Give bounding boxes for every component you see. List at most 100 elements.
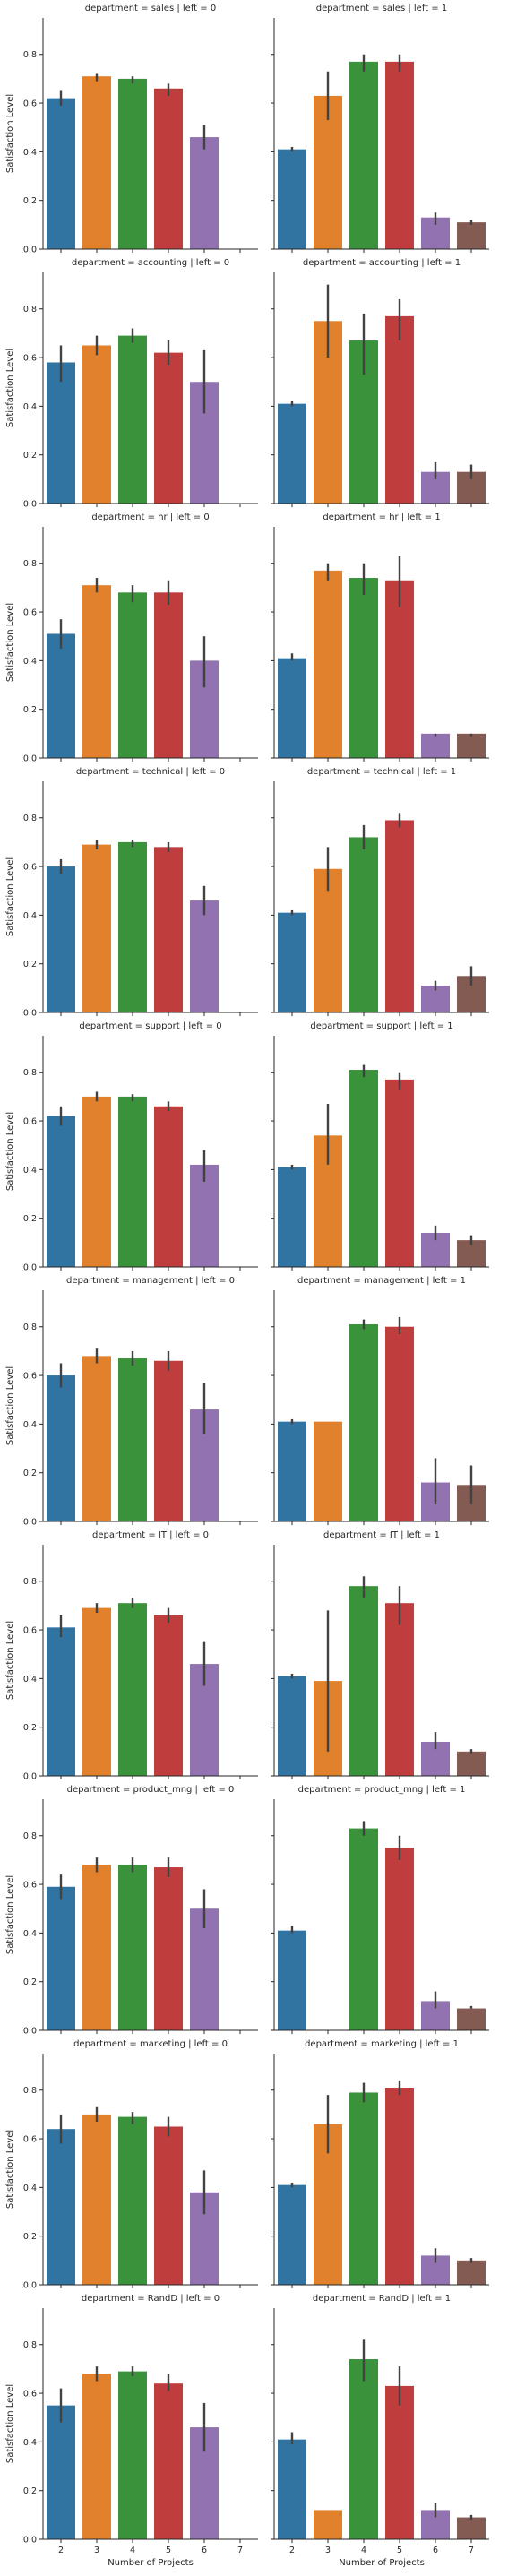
bar-2 <box>47 866 75 1012</box>
bar-6 <box>190 137 219 249</box>
facet-panel: department = technical | left = 1 <box>271 767 489 1016</box>
facet-panel: department = product_mng | left = 1 <box>271 1785 489 2034</box>
bar-3 <box>82 1607 111 1776</box>
bar-3 <box>314 868 342 1012</box>
bar-5 <box>385 1079 414 1267</box>
bar-5 <box>154 88 183 249</box>
facet-panel: department = marketing | left = 1 <box>271 2039 489 2288</box>
bar-2 <box>47 1116 75 1267</box>
bar-5 <box>154 1867 183 2030</box>
bar-3 <box>82 2114 111 2285</box>
bar-4 <box>118 1358 147 1521</box>
y-tick-label: 0.2 <box>23 2232 37 2242</box>
y-tick-label: 0.8 <box>23 305 37 314</box>
y-tick-label: 0.4 <box>23 1929 37 1939</box>
bar-7 <box>457 733 486 758</box>
facet-panel: department = technical | left = 0 0.0 0.2 0… <box>5 767 258 1019</box>
y-axis-label: Satisfaction Level <box>5 94 15 173</box>
bar-5 <box>154 1360 183 1521</box>
bar-3 <box>82 844 111 1012</box>
bar-2 <box>278 658 306 758</box>
y-tick-label: 0.6 <box>23 1881 37 1891</box>
panel-title: department = support | left = 0 <box>79 1021 221 1031</box>
y-tick-label: 0.8 <box>23 559 37 569</box>
y-tick-label: 0.0 <box>23 2281 37 2291</box>
bar-5 <box>385 2088 414 2285</box>
bar-3 <box>314 570 342 758</box>
bar-3 <box>314 95 342 249</box>
y-tick-label: 0.2 <box>23 960 37 969</box>
y-tick-label: 0.6 <box>23 354 37 364</box>
y-tick-label: 0.6 <box>23 2135 37 2145</box>
y-tick-label: 0.6 <box>23 608 37 618</box>
y-tick-label: 0.8 <box>23 2086 37 2096</box>
bar-5 <box>385 61 414 249</box>
bar-3 <box>82 1096 111 1267</box>
bar-4 <box>349 2359 378 2539</box>
bar-4 <box>118 841 147 1012</box>
bar-3 <box>82 1865 111 2030</box>
y-tick-label: 0.8 <box>23 1577 37 1587</box>
y-tick-label: 0.6 <box>23 1117 37 1127</box>
y-tick-label: 0.8 <box>23 1322 37 1332</box>
y-axis-label: Satisfaction Level <box>5 1112 15 1191</box>
panel-title: department = IT | left = 0 <box>92 1530 209 1540</box>
y-tick-label: 0.8 <box>23 1831 37 1841</box>
facet-panel: department = RandD | left = 1 2 3 4 5 6 7 Numbe… <box>271 2294 489 2568</box>
bar-6 <box>190 900 219 1012</box>
bar-2 <box>278 403 306 504</box>
bar-5 <box>385 820 414 1012</box>
y-tick-label: 0.8 <box>23 1068 37 1078</box>
panel-title: department = hr | left = 1 <box>323 513 440 522</box>
bar-2 <box>278 1930 306 2030</box>
y-tick-label: 0.2 <box>23 705 37 715</box>
y-tick-label: 0.6 <box>23 1626 37 1636</box>
x-axis-label: Number of Projects <box>108 2558 194 2568</box>
facet-panel: department = management | left = 1 <box>271 1276 489 1525</box>
y-tick-label: 0.2 <box>23 1469 37 1478</box>
bar-7 <box>457 1751 486 1776</box>
x-tick-label: 7 <box>469 2546 474 2555</box>
panel-title: department = IT | left = 1 <box>323 1530 440 1540</box>
bar-4 <box>349 578 378 758</box>
bar-5 <box>385 1848 414 2030</box>
panel-title: department = marketing | left = 0 <box>73 2039 228 2049</box>
bar-2 <box>47 633 75 758</box>
bar-5 <box>385 1603 414 1776</box>
x-tick-label: 3 <box>325 2546 331 2555</box>
y-tick-label: 0.0 <box>23 1009 37 1019</box>
bar-4 <box>118 2371 147 2539</box>
facet-panel: department = sales | left = 0 0.0 0.2 0.4 0.… <box>5 4 258 255</box>
bar-5 <box>154 592 183 758</box>
bar-4 <box>349 1828 378 2030</box>
panel-title: department = management | left = 1 <box>297 1276 466 1286</box>
bar-5 <box>385 2385 414 2539</box>
y-axis-label: Satisfaction Level <box>5 1366 15 1445</box>
y-tick-label: 0.2 <box>23 1214 37 1224</box>
panel-title: department = technical | left = 0 <box>76 767 225 777</box>
bar-4 <box>349 837 378 1012</box>
facet-panel: department = sales | left = 1 <box>271 4 489 253</box>
facet-panel: department = accounting | left = 1 <box>271 258 489 507</box>
x-tick-label: 5 <box>166 2546 171 2555</box>
bar-3 <box>314 1421 342 1521</box>
bar-3 <box>82 2374 111 2539</box>
bar-2 <box>47 98 75 249</box>
y-tick-label: 0.2 <box>23 1977 37 1987</box>
facet-panel: department = support | left = 1 <box>271 1021 489 1271</box>
y-axis-label: Satisfaction Level <box>5 1875 15 1954</box>
bar-3 <box>82 1356 111 1521</box>
y-axis-label: Satisfaction Level <box>5 1621 15 1700</box>
y-tick-label: 0.0 <box>23 2027 37 2037</box>
y-tick-label: 0.4 <box>23 148 37 158</box>
y-tick-label: 0.8 <box>23 2340 37 2350</box>
bar-5 <box>154 352 183 504</box>
bar-4 <box>118 1603 147 1776</box>
facet-panel: department = IT | left = 1 <box>271 1530 489 1779</box>
y-axis-label: Satisfaction Level <box>5 2130 15 2209</box>
bar-4 <box>118 1096 147 1267</box>
y-axis-label: Satisfaction Level <box>5 2384 15 2463</box>
y-tick-label: 0.4 <box>23 1420 37 1430</box>
panel-title: department = sales | left = 0 <box>85 4 216 13</box>
bar-4 <box>349 1586 378 1776</box>
